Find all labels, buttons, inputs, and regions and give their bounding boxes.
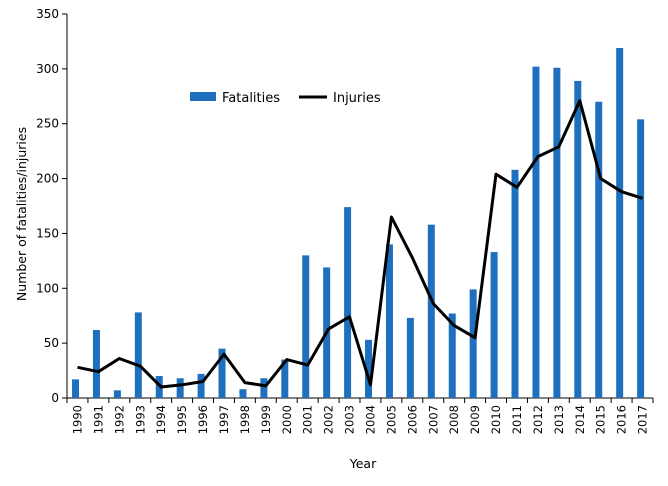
bar-fatalities xyxy=(176,378,184,398)
x-tick-label: 1999 xyxy=(259,405,273,434)
x-tick-label: 2014 xyxy=(573,405,587,434)
bar-fatalities xyxy=(365,339,373,398)
x-axis-title: Year xyxy=(349,456,377,471)
y-tick-label: 100 xyxy=(36,281,59,295)
bar-fatalities xyxy=(553,67,561,398)
x-tick-label: 1997 xyxy=(217,405,231,434)
bar-fatalities xyxy=(197,373,205,398)
x-tick-label: 1991 xyxy=(91,405,105,434)
x-tick-label: 2017 xyxy=(636,405,650,434)
bar-fatalities xyxy=(281,359,289,398)
x-tick-label: 2010 xyxy=(489,405,503,434)
bar-fatalities xyxy=(427,224,435,398)
legend-label-fatalities: Fatalities xyxy=(222,91,280,106)
x-axis: 1990 1991 1992 1993 1994 1995 1996 1997 1998 1999… xyxy=(66,397,654,434)
bar-fatalities xyxy=(511,169,519,398)
bar-fatalities xyxy=(344,207,352,398)
y-tick-label: 250 xyxy=(36,117,59,131)
x-tick-label: 2000 xyxy=(280,405,294,434)
injuries-line xyxy=(77,99,643,389)
bar-fatalities xyxy=(260,378,268,398)
x-tick-label: 2009 xyxy=(468,405,482,434)
bar-fatalities xyxy=(574,80,582,398)
bar-fatalities xyxy=(134,312,142,398)
legend-swatch-fatalities xyxy=(190,92,216,101)
y-tick-label: 350 xyxy=(36,7,59,21)
x-tick-label: 1990 xyxy=(70,405,84,434)
y-tick-label: 300 xyxy=(36,62,59,76)
bar-fatalities xyxy=(532,66,540,399)
x-tick-label: 2007 xyxy=(426,405,440,434)
y-axis: 0 50 100 150 200 250 300 350 xyxy=(36,7,68,405)
x-tick-label: 2005 xyxy=(384,405,398,434)
y-tick-label: 150 xyxy=(36,226,59,240)
x-tick-label: 1995 xyxy=(175,405,189,434)
bar-fatalities xyxy=(218,348,226,398)
bar-fatalities xyxy=(595,101,603,399)
x-tick-label: 2015 xyxy=(594,405,608,434)
y-tick-label: 200 xyxy=(36,172,59,186)
x-tick-label: 2012 xyxy=(531,405,545,434)
y-ticks: 0 50 100 150 200 250 300 350 xyxy=(36,7,67,405)
bar-fatalities xyxy=(616,48,624,399)
y-tick-label: 50 xyxy=(44,336,59,350)
bar-fatalities xyxy=(490,252,498,398)
bar-fatalities xyxy=(113,390,121,398)
bar-fatalities xyxy=(92,329,100,398)
bar-fatalities xyxy=(637,119,645,398)
legend: Fatalities Injuries xyxy=(190,91,381,106)
x-tick-label: 2013 xyxy=(552,405,566,434)
x-tick-label: 2008 xyxy=(447,405,461,434)
bar-fatalities xyxy=(302,255,310,398)
bar-fatalities xyxy=(406,317,414,398)
legend-label-injuries: Injuries xyxy=(333,91,381,106)
bar-fatalities xyxy=(385,244,393,398)
y-axis-title: Number of fatalities/injuries xyxy=(14,127,29,301)
x-tick-label: 2001 xyxy=(301,405,315,434)
x-tick-label: 1998 xyxy=(238,405,252,434)
x-tick-label: 1994 xyxy=(154,405,168,434)
x-ticks: 1990 1991 1992 1993 1994 1995 1996 1997 1998 1999… xyxy=(66,398,654,434)
bar-fatalities xyxy=(469,289,477,398)
x-tick-label: 1993 xyxy=(133,405,147,434)
x-tick-label: 2016 xyxy=(615,405,629,434)
x-tick-label: 1996 xyxy=(196,405,210,434)
fatalities-bars xyxy=(72,48,645,399)
x-tick-label: 2002 xyxy=(322,405,336,434)
bar-fatalities xyxy=(72,379,80,398)
x-tick-label: 2003 xyxy=(343,405,357,434)
y-tick-label: 0 xyxy=(51,391,59,405)
bar-fatalities xyxy=(239,389,247,398)
x-tick-label: 1992 xyxy=(112,405,126,434)
x-tick-label: 2006 xyxy=(405,405,419,434)
x-tick-label: 2004 xyxy=(363,405,377,434)
x-tick-label: 2011 xyxy=(510,405,524,434)
bar-fatalities xyxy=(448,313,456,398)
